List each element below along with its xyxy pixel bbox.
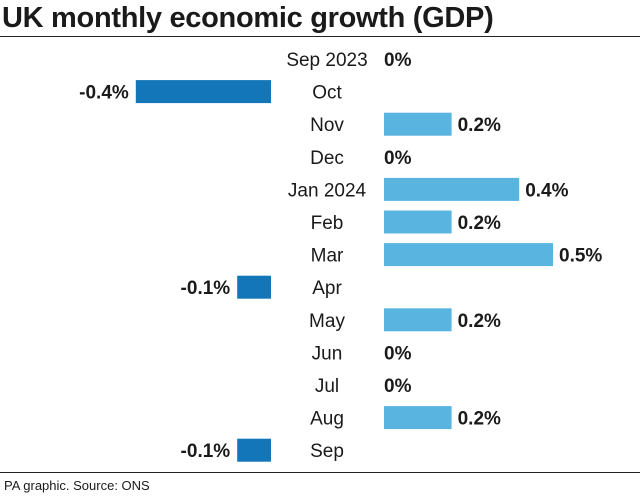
bar-positive <box>384 210 452 234</box>
value-label: 0% <box>384 343 412 364</box>
bar-negative <box>135 80 271 104</box>
category-label: Dec <box>310 148 344 169</box>
category-label: Sep <box>310 441 344 462</box>
bar-positive <box>384 177 520 201</box>
category-label: Nov <box>310 115 344 136</box>
category-label: Oct <box>312 83 342 104</box>
bar-positive <box>384 308 452 332</box>
chart-title: UK monthly economic growth (GDP) <box>2 2 494 34</box>
bar-positive <box>384 112 452 136</box>
value-label: 0.2% <box>458 115 501 136</box>
category-label: May <box>309 311 345 332</box>
category-label: Mar <box>311 246 344 267</box>
top-divider <box>0 36 640 37</box>
value-label: -0.4% <box>79 83 129 104</box>
value-label: 0.2% <box>458 311 501 332</box>
value-label: 0.2% <box>458 409 501 430</box>
category-label: Jul <box>315 376 339 397</box>
category-label: Sep 2023 <box>286 50 367 71</box>
bar-positive <box>384 406 452 430</box>
value-label: 0% <box>384 376 412 397</box>
gdp-bar-chart: Sep 2023 0% Oct -0.4% Nov 0.2% Dec 0% Jan 2024 0.… <box>79 50 602 462</box>
category-label: Apr <box>312 278 342 299</box>
bottom-divider <box>0 472 640 473</box>
bar-negative <box>237 275 271 299</box>
value-label: -0.1% <box>181 278 231 299</box>
value-label: -0.1% <box>181 441 231 462</box>
source-note: PA graphic. Source: ONS <box>4 478 150 493</box>
category-label: Feb <box>311 213 344 234</box>
category-label: Jun <box>312 343 343 364</box>
bar-positive <box>384 243 553 267</box>
category-label: Jan 2024 <box>288 180 367 201</box>
value-label: 0.4% <box>525 180 568 201</box>
category-label: Aug <box>310 409 344 430</box>
bar-negative <box>237 438 271 462</box>
value-label: 0.5% <box>559 246 602 267</box>
value-label: 0.2% <box>458 213 501 234</box>
value-label: 0% <box>384 50 412 71</box>
value-label: 0% <box>384 148 412 169</box>
